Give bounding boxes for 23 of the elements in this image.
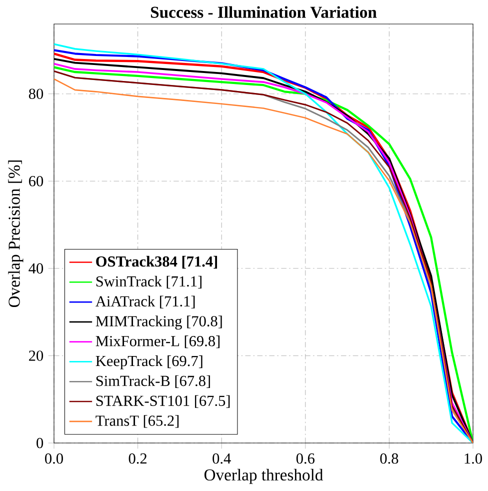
legend-label: SwinTrack [71.1] <box>96 276 202 288</box>
x-tick-label: 1.0 <box>464 453 482 464</box>
y-tick-label: 40 <box>28 263 44 274</box>
x-tick-label: 0.4 <box>212 453 231 464</box>
y-tick-label: 80 <box>28 88 44 99</box>
legend-label: STARK-ST101 [67.5] <box>96 395 230 408</box>
legend-label: OSTrack384 [71.4] <box>96 256 218 269</box>
chart-title: Success - Illumination Variation <box>150 6 377 18</box>
legend-label: AiATrack [71.1] <box>96 296 195 308</box>
x-tick-label: 0.8 <box>380 453 398 464</box>
x-tick-label: 0.6 <box>296 453 314 464</box>
y-tick-label: 20 <box>29 350 44 361</box>
x-axis-title: Overlap threshold <box>204 468 324 484</box>
legend-label: MixFormer-L [69.8] <box>96 336 220 348</box>
y-tick-label: 60 <box>29 176 44 186</box>
legend-label: KeepTrack [69.7] <box>96 355 202 370</box>
x-tick-label: 0.0 <box>45 453 63 464</box>
y-tick-label: 0 <box>36 438 44 448</box>
legend-label: SimTrack-B [67.8] <box>96 375 210 388</box>
legend-label: TransT [65.2] <box>96 415 179 428</box>
legend-label: MIMTracking [70.8] <box>96 316 222 330</box>
y-axis-title: Overlap Precision [%] <box>8 160 24 308</box>
x-tick-label: 0.2 <box>128 453 146 464</box>
